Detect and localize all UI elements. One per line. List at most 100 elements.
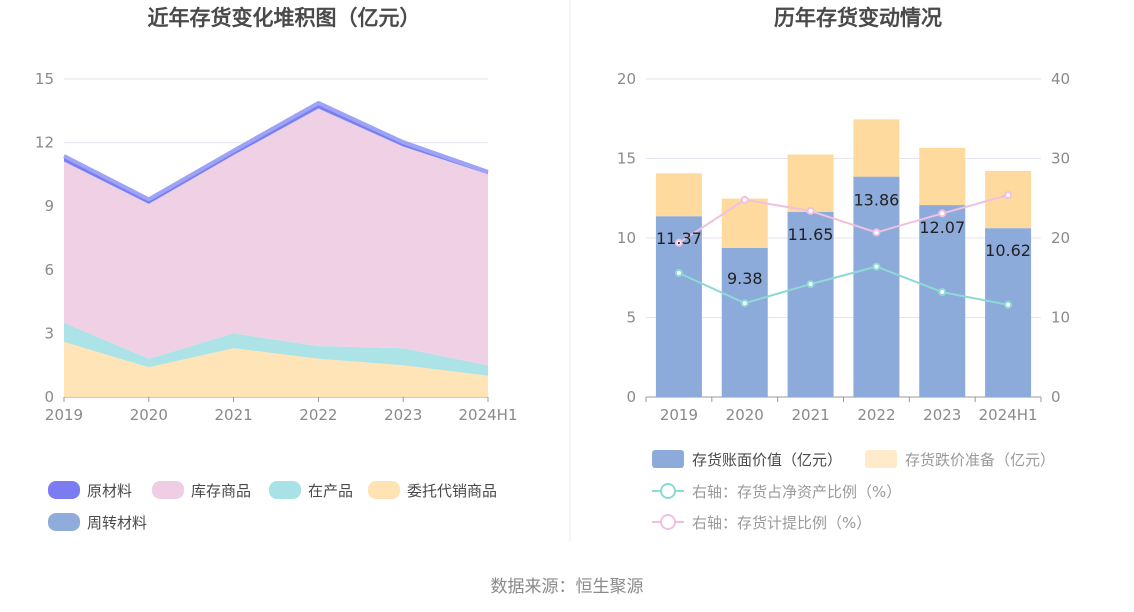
legend-label: 在产品 (308, 482, 353, 500)
bar-存货账面价值（亿元） (721, 247, 768, 397)
bar-存货跌价准备（亿元） (853, 119, 900, 177)
legend-swatch (152, 481, 184, 499)
left-legend-item[interactable]: 原材料 (48, 481, 132, 500)
legend-label: 右轴：存货占净资产比例（%） (692, 483, 901, 501)
legend-label: 右轴：存货计提比例（%） (692, 514, 871, 532)
right-chart-title: 历年存货变动情况 (774, 6, 942, 30)
legend-label: 委托代销商品 (407, 482, 497, 500)
right-legend-item[interactable]: 存货账面价值（亿元） (652, 450, 842, 469)
line-point (1004, 191, 1013, 200)
left-chart-title: 近年存货变化堆积图（亿元） (148, 6, 421, 30)
right-chart-bar-labels: 11.37 9.38 11.65 13.86 12.07 10.62 (656, 191, 1031, 288)
bar-value-label: 10.62 (985, 241, 1031, 260)
legend-swatch (865, 450, 897, 468)
left-chart-x-ticks: 2019 2020 2021 2022 2023 2024H1 (45, 397, 518, 424)
left-legend-item[interactable]: 委托代销商品 (368, 481, 497, 500)
bar-value-label: 11.65 (788, 225, 834, 244)
legend-swatch (269, 481, 301, 499)
area-top-outline (63, 101, 489, 202)
legend-label: 存货账面价值（亿元） (692, 451, 842, 469)
left-y-tick-label: 9 (44, 197, 54, 215)
right-legend-item[interactable]: 右轴：存货占净资产比例（%） (652, 483, 901, 501)
right-y2-tick-label: 40 (1051, 70, 1070, 88)
left-chart-areas (63, 101, 489, 397)
bar-存货跌价准备（亿元） (787, 154, 834, 212)
bar-value-label: 11.37 (656, 229, 702, 248)
line-point (1004, 300, 1013, 309)
bar-存货跌价准备（亿元） (655, 173, 702, 217)
right-y2-tick-label: 20 (1051, 229, 1070, 247)
left-x-tick-label: 2024H1 (459, 406, 518, 424)
right-x-tick-label: 2019 (660, 406, 698, 424)
left-chart-y-ticks: 0 3 6 9 12 15 (35, 70, 54, 406)
right-chart-grid (646, 78, 1041, 398)
line-point (674, 268, 683, 277)
right-y-tick-label: 15 (617, 150, 636, 168)
line-point (806, 280, 815, 289)
bar-存货账面价值（亿元） (853, 176, 900, 397)
line-point (938, 209, 947, 218)
bar-存货账面价值（亿元） (919, 205, 966, 397)
left-x-tick-label: 2023 (384, 406, 422, 424)
legend-label: 库存商品 (191, 482, 251, 500)
left-legend-item[interactable]: 库存商品 (152, 481, 251, 500)
right-x-tick-label: 2022 (857, 406, 895, 424)
right-chart-legend: 存货账面价值（亿元） 存货跌价准备（亿元） 右轴：存货占净资产比例（%） 右轴：存货计… (652, 450, 1055, 532)
right-x-tick-label: 2020 (726, 406, 764, 424)
legend-swatch (652, 450, 684, 468)
bar-存货跌价准备（亿元） (721, 198, 768, 248)
line-point (674, 238, 683, 247)
left-x-tick-label: 2022 (299, 406, 337, 424)
right-x-tick-label: 2021 (791, 406, 829, 424)
bar-存货跌价准备（亿元） (919, 147, 966, 206)
bar-value-label: 12.07 (919, 218, 965, 237)
line-point (806, 206, 815, 215)
right-y2-tick-label: 10 (1051, 309, 1070, 327)
right-chart-y-ticks: 0 5 10 15 20 (617, 70, 636, 406)
line-右轴：存货占净资产比例（%） (678, 265, 1009, 306)
line-point (938, 288, 947, 297)
legend-swatch (48, 481, 80, 499)
left-y-tick-label: 6 (44, 261, 54, 279)
bar-存货账面价值（亿元） (985, 228, 1032, 397)
left-y-tick-label: 3 (44, 324, 54, 342)
legend-label: 原材料 (87, 482, 132, 500)
legend-label: 周转材料 (87, 514, 147, 532)
left-y-tick-label: 12 (35, 134, 54, 152)
line-point (740, 195, 749, 204)
area-在产品 (64, 322, 488, 376)
area-库存商品 (64, 108, 488, 366)
left-legend-item[interactable]: 周转材料 (48, 513, 147, 532)
left-x-tick-label: 2020 (130, 406, 168, 424)
legend-swatch-dot (660, 483, 676, 499)
right-y-tick-label: 20 (617, 70, 636, 88)
right-x-tick-label: 2023 (923, 406, 961, 424)
right-y-tick-label: 10 (617, 229, 636, 247)
line-point (872, 228, 881, 237)
right-y2-tick-label: 0 (1051, 388, 1061, 406)
line-point (740, 299, 749, 308)
bar-value-label: 13.86 (854, 191, 900, 210)
right-y2-tick-label: 30 (1051, 150, 1070, 168)
right-chart-y2-ticks: 0 10 20 30 40 (1051, 70, 1070, 406)
data-source-footer: 数据来源：恒生聚源 (491, 577, 644, 597)
right-y-tick-label: 0 (626, 388, 636, 406)
left-legend-item[interactable]: 在产品 (269, 481, 353, 500)
legend-swatch-dot (660, 514, 676, 530)
left-y-tick-label: 0 (44, 388, 54, 406)
bar-value-label: 9.38 (727, 269, 763, 288)
line-右轴：存货计提比例（%） (678, 194, 1009, 244)
left-x-tick-label: 2019 (45, 406, 83, 424)
right-legend-item[interactable]: 右轴：存货计提比例（%） (652, 514, 871, 532)
right-chart-x-ticks: 2019 2020 2021 2022 2023 2024H1 (645, 397, 1042, 424)
line-point (872, 262, 881, 271)
left-x-tick-label: 2021 (215, 406, 253, 424)
right-y-tick-label: 5 (626, 309, 636, 327)
legend-swatch (368, 481, 400, 499)
right-legend-item[interactable]: 存货跌价准备（亿元） (865, 450, 1055, 469)
area-委托代销商品 (64, 341, 488, 397)
bar-存货账面价值（亿元） (787, 211, 834, 397)
left-y-tick-label: 15 (35, 70, 54, 88)
